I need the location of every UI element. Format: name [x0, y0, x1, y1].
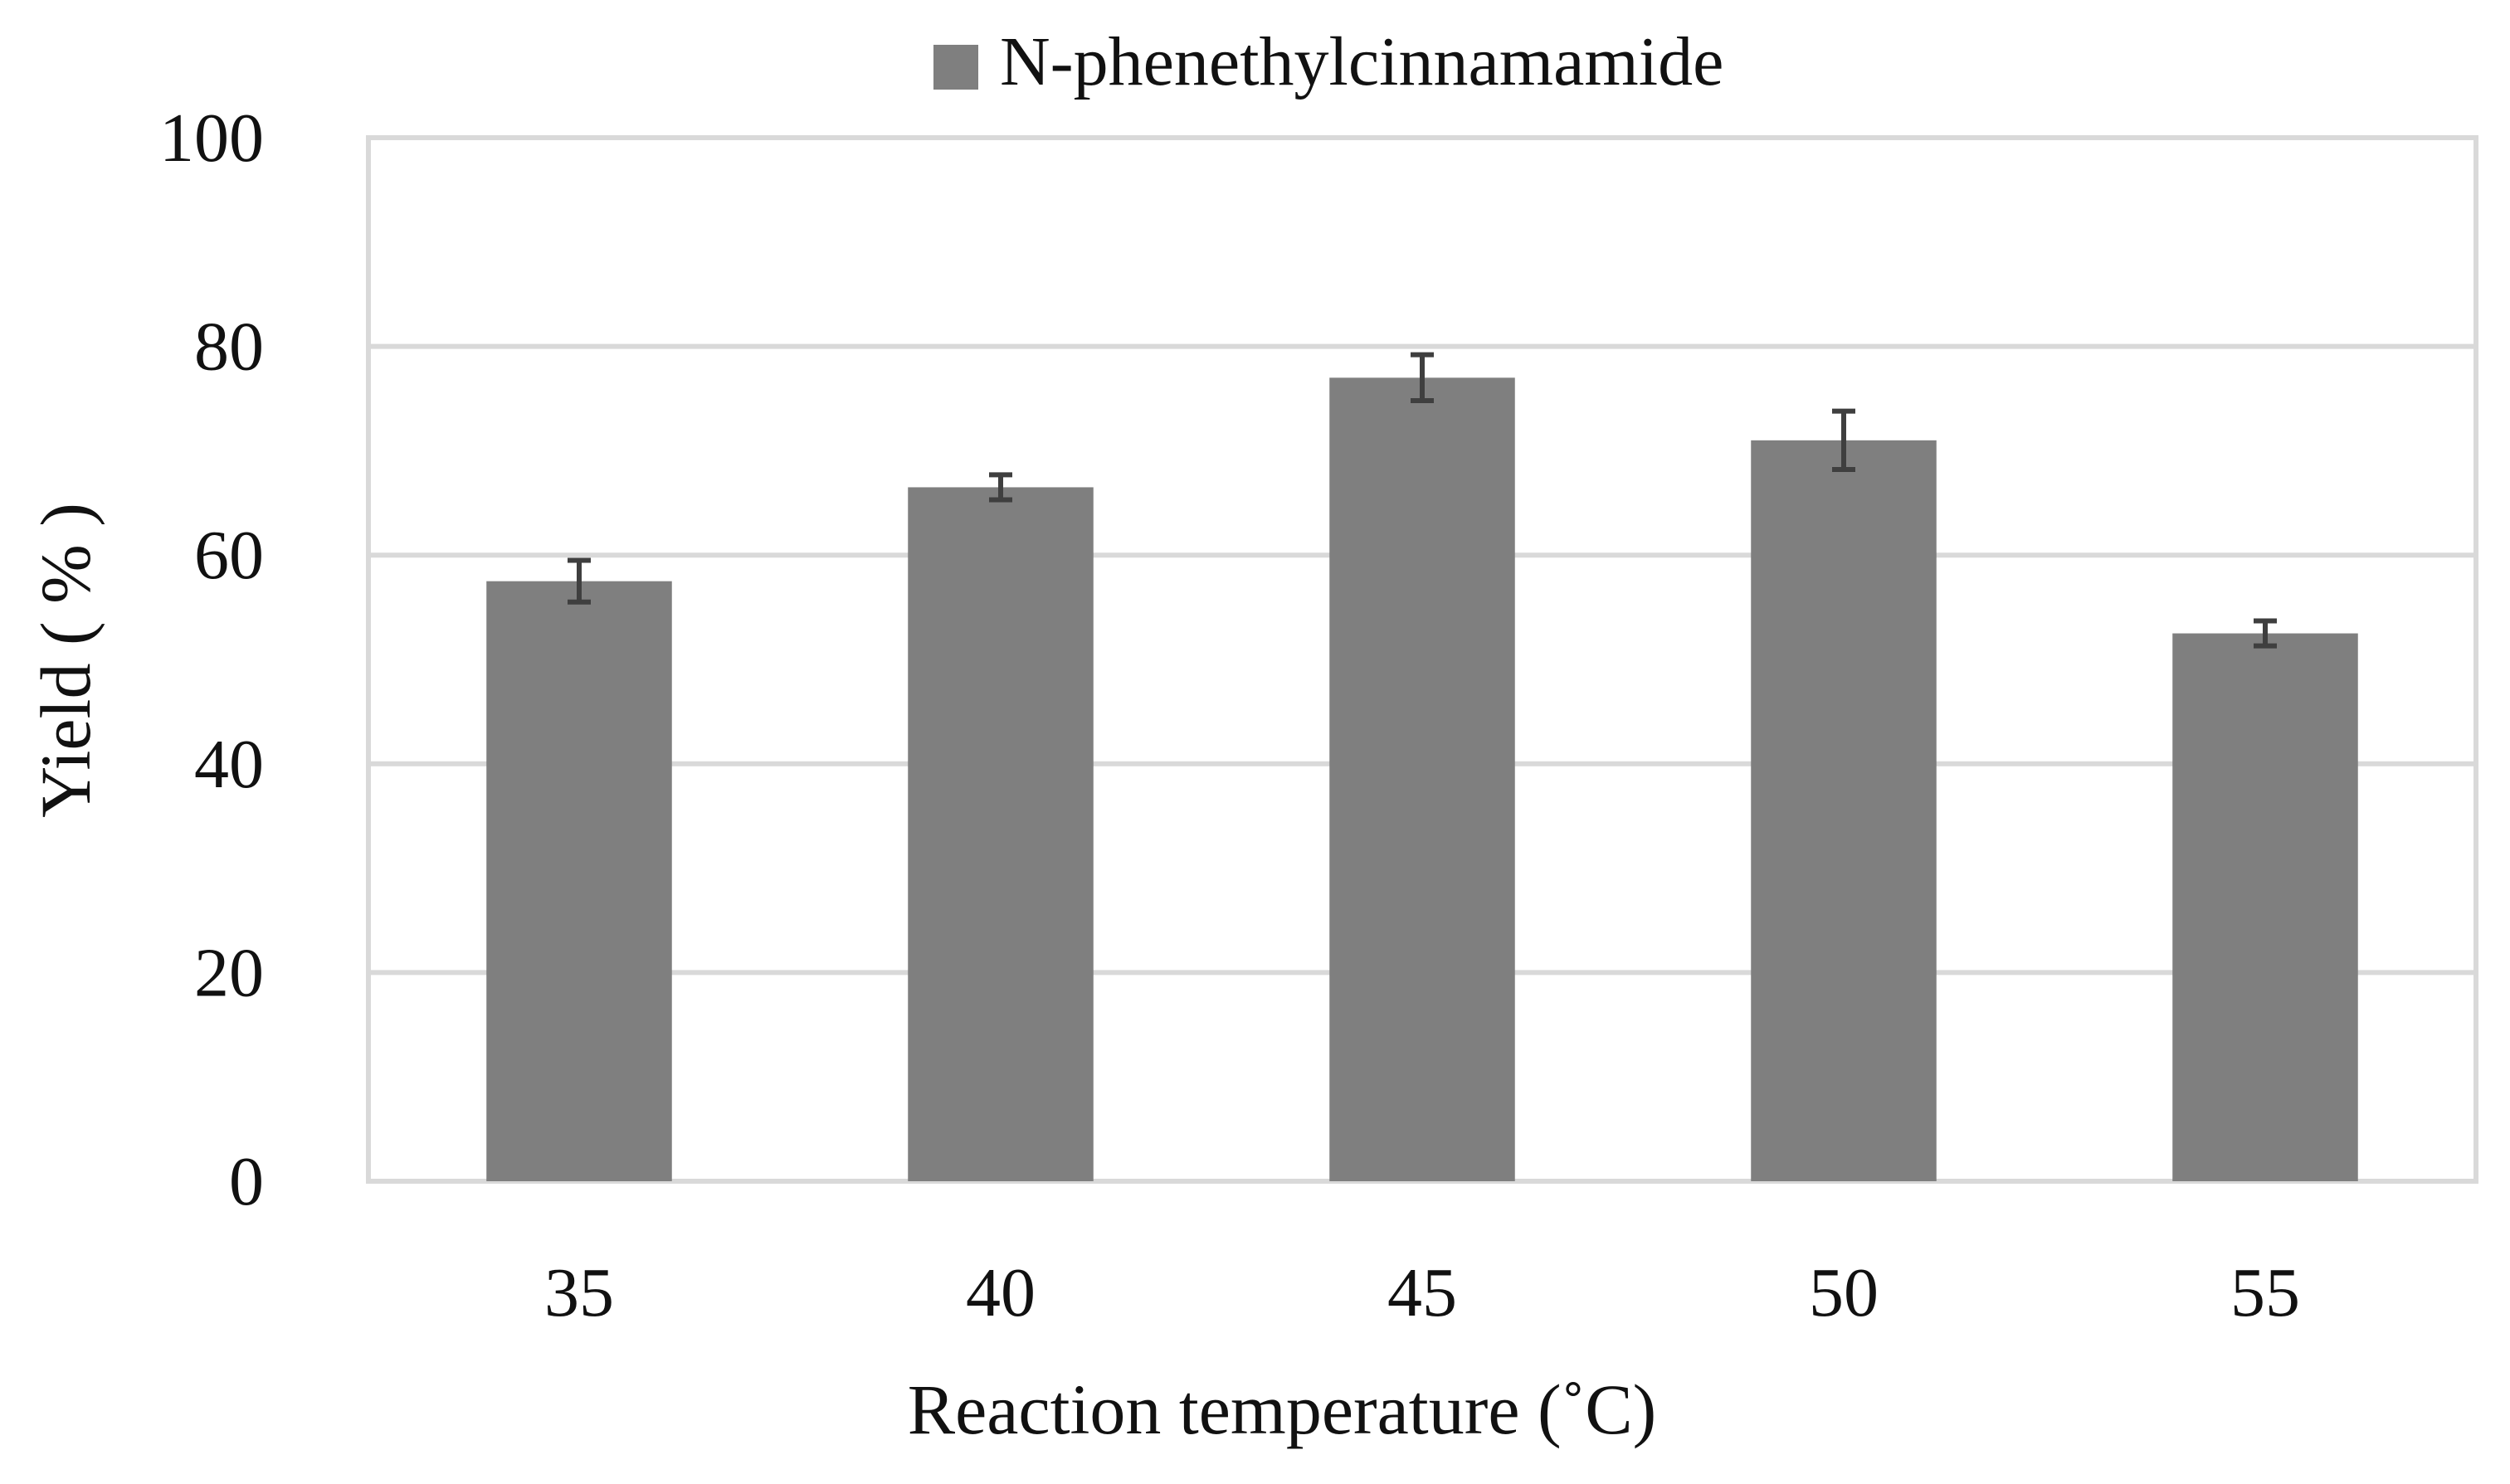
- legend-label: N-phenethylcinnamamide: [1000, 23, 1723, 100]
- y-tick-label-0: 0: [229, 1143, 264, 1220]
- error-bar-45: [1411, 352, 1434, 404]
- x-tick-label-45: 45: [1387, 1254, 1457, 1331]
- y-tick-label-40: 40: [194, 726, 264, 803]
- x-tick-label-35: 35: [544, 1254, 614, 1331]
- y-tick-labels: 0 20 40 60 80 100: [159, 100, 264, 1220]
- bar-45: [1329, 377, 1515, 1182]
- legend-swatch: [933, 45, 978, 90]
- x-tick-label-55: 55: [2230, 1254, 2300, 1331]
- error-bar-40: [989, 472, 1012, 503]
- error-bar-55: [2254, 618, 2277, 649]
- y-tick-label-60: 60: [194, 517, 264, 594]
- bar-35: [486, 581, 672, 1181]
- y-tick-label-80: 80: [194, 309, 264, 386]
- x-tick-label-40: 40: [966, 1254, 1036, 1331]
- bar-50: [1751, 440, 1937, 1181]
- x-tick-labels: 35 40 45 50 55: [544, 1254, 2300, 1331]
- error-bar-35: [568, 557, 591, 605]
- y-tick-label-20: 20: [194, 934, 264, 1011]
- x-tick-label-50: 50: [1809, 1254, 1879, 1331]
- y-tick-label-100: 100: [159, 100, 264, 177]
- error-bar-50: [1832, 408, 1855, 473]
- bar-40: [908, 487, 1094, 1181]
- bar-55: [2172, 633, 2358, 1181]
- x-axis-title: Reaction temperature (˚C): [908, 1370, 1657, 1449]
- bars: [486, 352, 2358, 1182]
- legend: N-phenethylcinnamamide: [933, 23, 1723, 100]
- y-axis-title: Yield ( % ): [26, 503, 105, 818]
